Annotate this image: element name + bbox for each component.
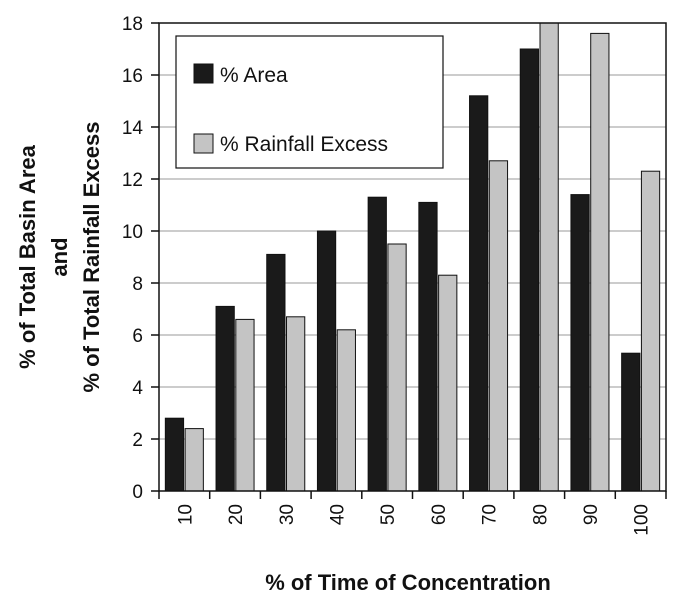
bar-rainfall-excess bbox=[488, 160, 509, 492]
bar-rainfall-excess bbox=[590, 32, 610, 492]
bar-area bbox=[418, 201, 438, 492]
legend: % Area % Rainfall Excess bbox=[175, 35, 444, 169]
legend-label-rainfall-excess: % Rainfall Excess bbox=[220, 133, 388, 156]
y-tick-label: 2 bbox=[132, 430, 143, 451]
bar-area bbox=[621, 352, 641, 492]
y-tick-label: 10 bbox=[122, 222, 143, 243]
x-tick-label: 90 bbox=[581, 504, 602, 525]
x-tick-label: 70 bbox=[480, 504, 501, 525]
x-tick-label: 10 bbox=[175, 504, 196, 525]
y-tick-label: 4 bbox=[132, 378, 143, 399]
x-tick-label: 60 bbox=[429, 504, 450, 525]
bar-area bbox=[164, 417, 185, 492]
x-axis-ticks: 10 20 30 40 50 60 70 80 90 100 bbox=[158, 491, 667, 536]
legend-swatch-rainfall-excess bbox=[193, 133, 214, 154]
bar-area bbox=[266, 253, 286, 492]
bar-area bbox=[367, 196, 387, 492]
bar-rainfall-excess bbox=[438, 274, 458, 492]
y-axis-title-line-1: % of Total Basin Area bbox=[15, 144, 40, 368]
legend-label-area: % Area bbox=[220, 64, 288, 87]
bar-area bbox=[215, 305, 235, 492]
x-tick-label: 30 bbox=[277, 504, 298, 525]
y-tick-label: 16 bbox=[122, 66, 143, 87]
y-tick-label: 14 bbox=[122, 118, 144, 139]
bar-rainfall-excess bbox=[539, 22, 559, 492]
bar-rainfall-excess bbox=[235, 318, 255, 492]
bar-area bbox=[519, 48, 539, 492]
y-tick-label: 8 bbox=[132, 274, 143, 295]
bar-rainfall-excess bbox=[184, 428, 204, 492]
y-tick-label: 12 bbox=[122, 170, 143, 191]
legend-swatch-area bbox=[193, 63, 214, 84]
y-axis-title-line-3: % of Total Rainfall Excess bbox=[79, 121, 104, 392]
x-axis-title: % of Time of Concentration bbox=[265, 570, 551, 595]
x-tick-label: 40 bbox=[327, 504, 348, 525]
x-tick-label: 80 bbox=[530, 504, 551, 525]
y-tick-label: 6 bbox=[132, 326, 143, 347]
x-tick-label: 100 bbox=[632, 504, 653, 536]
y-tick-label: 18 bbox=[122, 14, 143, 35]
x-tick-label: 20 bbox=[226, 504, 247, 525]
y-axis-ticks: 0 2 4 6 8 10 12 14 16 18 bbox=[122, 14, 159, 503]
bar-rainfall-excess bbox=[640, 170, 661, 492]
bar-area bbox=[469, 95, 489, 492]
x-tick-label: 50 bbox=[378, 504, 399, 525]
bar-rainfall-excess bbox=[387, 243, 407, 492]
y-tick-label: 0 bbox=[132, 482, 143, 503]
bar-rainfall-excess bbox=[336, 329, 356, 492]
bar-rainfall-excess bbox=[286, 316, 306, 492]
y-axis-title-line-2: and bbox=[47, 237, 72, 276]
legend-box bbox=[175, 35, 444, 169]
bar-area bbox=[316, 230, 337, 492]
bar-area bbox=[570, 194, 590, 492]
